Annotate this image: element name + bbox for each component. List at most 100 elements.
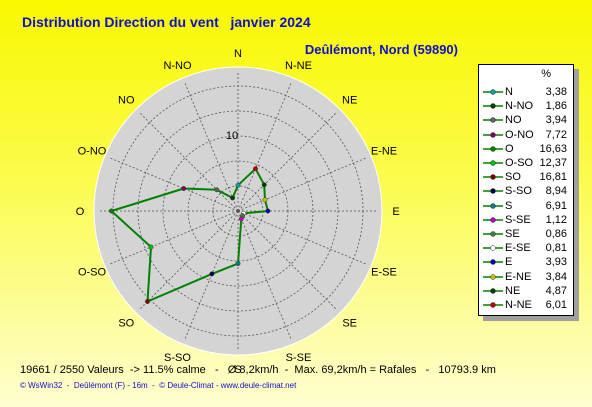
legend-marker-icon [483,217,503,223]
legend-value: 8,94 [545,185,567,198]
data-point-S [235,261,241,267]
legend-marker-icon [483,202,503,209]
legend-label: NO [505,114,522,127]
direction-label-O-SO: O-SO [78,267,107,279]
legend-label: SO [505,171,521,184]
direction-label-O-NO: O-NO [78,146,107,158]
grid-ring-3 [162,135,314,287]
legend-label: O-NO [505,128,534,141]
data-point-N-NE [253,166,258,172]
legend-item-O-NO: O-NO 7,72 [479,128,573,142]
data-point-NO [214,187,220,193]
legend-marker-icon [483,131,503,138]
legend-item-NO: NO 3,94 [479,113,573,127]
legend-value: 7,72 [545,128,567,141]
legend-item-SE: SE 0,86 [479,227,573,241]
legend-label: NE [505,284,521,297]
legend-marker-icon [483,188,503,195]
direction-label-N-NO: N-NO [163,60,192,72]
grid-spoke-N-NE [237,81,292,212]
direction-label-N: N [234,48,242,60]
legend-value: 0,86 [545,228,567,240]
grid-spoke-E-SE [237,210,368,265]
direction-label-E: E [392,206,399,218]
direction-label-E-NE: E-NE [371,146,397,158]
legend-label: E-NE [505,270,532,283]
legend-marker-icon [483,231,503,237]
direction-label-S-SO: S-SO [164,352,191,364]
grid-spoke-NE [237,111,338,212]
legend-item-E-NE: E-NE 3,84 [479,270,573,284]
legend-marker-icon [483,174,503,180]
legend-value: 12,37 [539,157,567,169]
legend-value: 3,94 [545,114,567,127]
legend-marker-icon [483,89,503,95]
direction-label-NO: NO [118,94,135,106]
grid-spoke-SE [237,210,338,311]
grid-spoke-N-NO [184,81,239,212]
data-point-SO [145,299,150,304]
legend-marker-icon [483,146,503,152]
legend-marker-icon [483,259,503,266]
legend-marker-icon [483,117,503,124]
legend-item-S-SE: S-SE 1,12 [479,213,573,227]
legend-label: N [505,86,513,98]
legend: % N 3,38 N-NO 1,86 NO 3,94 O-NO 7,72 O 16,63 O-SO 1… [478,64,574,316]
legend-label: S-SE [505,213,531,226]
legend-item-SO: SO 16,81 [479,170,573,184]
legend-value: 6,01 [545,299,567,311]
chart-title: Distribution Direction du vent janvier 2… [22,14,311,30]
data-point-NE [261,182,267,188]
legend-value: 6,91 [545,199,567,212]
legend-label: S-SO [505,185,532,198]
legend-item-N-NO: N-NO 1,86 [479,99,573,113]
grid-spoke-NO [138,111,239,212]
data-point-E [265,208,271,214]
legend-unit-header: % [541,68,551,80]
legend-item-O: O 16,63 [479,142,573,156]
data-point-O-NO [181,186,187,191]
legend-item-E-SE: E-SE 0,81 [479,241,573,255]
legend-value: 3,38 [545,86,567,98]
legend-value: 3,93 [545,256,567,269]
direction-label-SO: SO [118,318,134,330]
legend-label: O [505,142,514,155]
direction-label-SE: SE [342,318,357,330]
legend-item-O-SO: O-SO 12,37 [479,156,573,170]
grid-spoke-O-SO [108,210,239,265]
legend-value: 16,81 [539,171,567,184]
direction-label-N-NE: N-NE [285,60,312,72]
legend-label: S [505,199,513,212]
legend-value: 4,87 [545,284,567,297]
ring-value-label: 10 [226,130,238,142]
data-point-N-NO [230,195,236,201]
legend-label: N-NO [505,100,534,113]
statistics-text: 19661 / 2550 Valeurs -> 11.5% calme - Ø … [20,364,496,376]
direction-label-E-SE: E-SE [371,267,397,279]
data-point-N [235,182,241,188]
legend-item-S-SO: S-SO 8,94 [479,184,573,198]
direction-label-S-SE: S-SE [286,352,312,364]
direction-label-O: O [76,206,85,218]
legend-label: O-SO [505,157,534,169]
legend-value: 0,81 [545,242,567,255]
grid-spoke-E-NE [237,157,368,212]
legend-marker-icon [483,245,503,251]
legend-item-N-NE: N-NE 6,01 [479,298,573,312]
grid-spoke-SO [138,210,239,311]
credits-text: © WsWin32 - Deûlémont (F) - 16m - © Deul… [20,381,297,390]
legend-label: E-SE [505,242,531,255]
legend-item-N: N 3,38 [479,85,573,99]
data-point-S-SO [209,271,215,277]
legend-value: 1,86 [545,100,567,113]
grid-spoke-S-SE [237,210,292,341]
legend-marker-icon [483,302,503,308]
data-point-E-NE [262,197,268,203]
legend-item-NE: NE 4,87 [479,284,573,298]
legend-item-E: E 3,93 [479,255,573,269]
legend-label: E [505,256,513,269]
legend-marker-icon [483,273,503,280]
data-point-O [108,208,114,214]
